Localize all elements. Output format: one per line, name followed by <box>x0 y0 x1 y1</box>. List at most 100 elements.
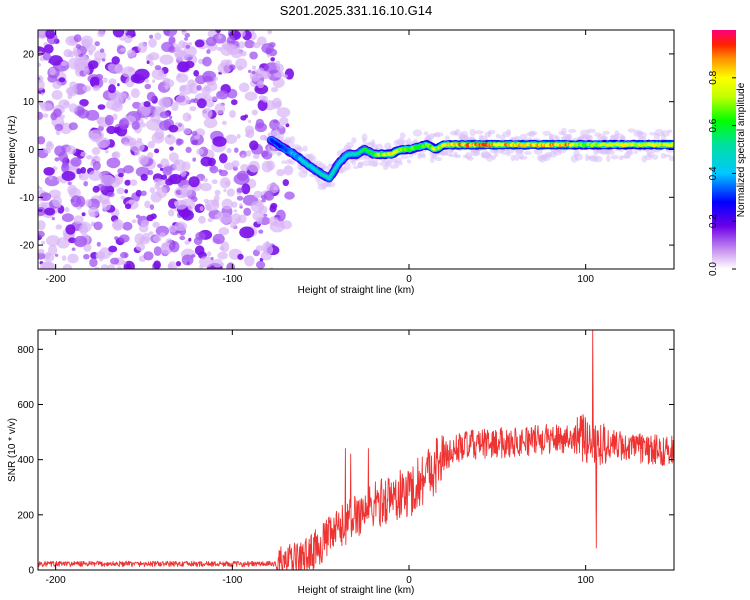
noise-blob <box>65 145 77 155</box>
noise-blob <box>198 215 206 224</box>
noise-blob <box>256 260 266 269</box>
noise-blob <box>93 221 103 231</box>
noise-blob <box>74 49 82 55</box>
noise-blob <box>261 43 274 54</box>
noise-blob <box>160 158 170 168</box>
noise-blob <box>202 107 213 119</box>
noise-blob <box>132 33 136 37</box>
halo-blob <box>455 128 461 136</box>
noise-blob <box>92 160 101 171</box>
noise-blob <box>219 177 231 189</box>
noise-blob <box>256 36 267 46</box>
halo-blob <box>599 136 609 141</box>
noise-blob <box>143 251 154 261</box>
colorbar-ticks: 0.0 0.2 0.4 0.6 0.8 <box>708 70 736 276</box>
noise-blob <box>214 189 221 196</box>
noise-blob <box>252 153 260 159</box>
noise-blob <box>193 70 200 77</box>
noise-blob <box>123 165 134 174</box>
noise-blob <box>182 127 192 135</box>
noise-blob <box>236 195 244 201</box>
noise-blob <box>54 157 60 162</box>
noise-blob <box>68 122 78 131</box>
noise-blob <box>108 78 117 86</box>
noise-blob <box>169 115 173 120</box>
noise-blob <box>147 169 154 176</box>
noise-blob <box>188 176 200 188</box>
noise-blob <box>78 171 89 181</box>
noise-blob <box>147 140 156 149</box>
halo-blob <box>610 154 619 160</box>
noise-blob <box>207 81 218 92</box>
noise-blob <box>94 41 100 47</box>
snr-ytick-label: 800 <box>17 345 34 356</box>
noise-blob <box>206 49 211 54</box>
figure-title: S201.2025.331.16.10.G14 <box>280 3 433 18</box>
noise-blob <box>245 150 252 157</box>
noise-blob <box>212 233 225 245</box>
noise-blob <box>235 58 248 70</box>
noise-blob <box>45 30 56 39</box>
noise-blob <box>97 104 106 110</box>
noise-blob <box>271 87 279 93</box>
halo-blob <box>637 131 647 139</box>
snr-xlabel: Height of straight line (km) <box>298 585 415 596</box>
noise-blob <box>69 81 78 89</box>
noise-blob <box>110 257 120 265</box>
noise-blob <box>231 99 238 106</box>
noise-blob <box>118 234 130 243</box>
noise-blob <box>270 57 276 62</box>
noise-blob <box>89 76 100 88</box>
halo-blob <box>602 130 610 135</box>
noise-blob <box>185 44 191 49</box>
noise-blob <box>127 96 131 101</box>
halo-blob <box>586 128 596 133</box>
noise-blob <box>159 54 174 65</box>
noise-blob <box>144 83 152 90</box>
noise-blob <box>219 153 228 164</box>
noise-blob <box>52 81 62 90</box>
noise-blob <box>203 198 209 204</box>
noise-blob <box>124 179 131 186</box>
halo-blob <box>556 149 567 154</box>
noise-blob <box>273 186 278 191</box>
noise-blob <box>283 165 294 176</box>
noise-blob <box>240 164 250 172</box>
noise-blob <box>244 255 255 267</box>
noise-blob <box>159 232 166 238</box>
noise-blob <box>152 235 162 242</box>
snr-plot-area <box>38 330 674 570</box>
noise-blob <box>167 263 174 269</box>
halo-blob <box>633 150 638 154</box>
noise-blob <box>56 237 70 249</box>
noise-blob <box>88 60 99 69</box>
noise-blob <box>67 253 79 264</box>
noise-blob <box>116 187 125 195</box>
noise-blob <box>249 51 258 60</box>
snr-ytick-label: 200 <box>17 510 34 521</box>
noise-blob <box>65 224 76 235</box>
halo-blob <box>345 141 354 149</box>
noise-blob <box>175 50 189 61</box>
noise-blob <box>230 213 242 225</box>
colorbar-tick-label: 0.8 <box>708 70 719 84</box>
noise-blob <box>94 50 107 61</box>
noise-blob <box>43 167 55 176</box>
noise-blob <box>253 73 257 78</box>
noise-blob <box>244 91 258 101</box>
noise-blob <box>111 56 120 65</box>
halo-blob <box>605 150 615 155</box>
noise-blob <box>101 199 112 211</box>
noise-blob <box>83 67 90 75</box>
colorbar-gradient <box>712 30 736 269</box>
colorbar-tick-label: 0.6 <box>708 118 719 132</box>
snr-ytick-label: 400 <box>17 455 34 466</box>
noise-blob <box>261 71 271 80</box>
noise-blob <box>267 30 272 35</box>
noise-blob <box>237 214 247 224</box>
noise-blob <box>148 38 157 48</box>
noise-blob <box>185 146 192 153</box>
halo-blob <box>519 155 528 160</box>
noise-blob <box>48 174 54 180</box>
